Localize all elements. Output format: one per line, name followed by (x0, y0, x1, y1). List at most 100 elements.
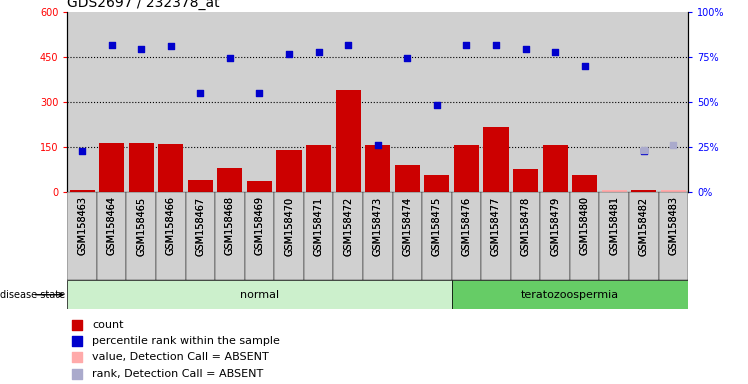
Text: GSM158467: GSM158467 (195, 197, 206, 255)
Bar (365, 146, 390, 192)
Point (402, 55, 414, 61)
Bar (363, 12, 393, 192)
Bar (540, 12, 570, 192)
Text: count: count (92, 319, 123, 330)
Text: GSM158464: GSM158464 (107, 197, 117, 255)
Text: GSM158474: GSM158474 (402, 197, 412, 255)
Text: GSM158465: GSM158465 (136, 197, 146, 255)
Bar (601, 190, 627, 192)
FancyBboxPatch shape (422, 192, 452, 280)
Point (490, 41, 502, 48)
FancyBboxPatch shape (275, 192, 304, 280)
Text: GSM158477: GSM158477 (491, 197, 501, 256)
Text: value, Detection Call = ABSENT: value, Detection Call = ABSENT (92, 352, 269, 362)
Bar (67, 12, 97, 192)
FancyBboxPatch shape (334, 192, 363, 280)
Point (549, 49, 561, 55)
Text: GSM158468: GSM158468 (225, 197, 235, 255)
Bar (631, 190, 657, 192)
Bar (156, 12, 186, 192)
Bar (629, 12, 658, 192)
Bar (306, 146, 331, 192)
Text: GSM158483: GSM158483 (669, 197, 678, 255)
Text: percentile rank within the sample: percentile rank within the sample (92, 336, 280, 346)
Text: GSM158483: GSM158483 (669, 197, 678, 255)
Bar (215, 12, 245, 192)
Text: GSM158468: GSM158468 (225, 197, 235, 255)
FancyBboxPatch shape (186, 192, 215, 280)
Point (313, 49, 325, 55)
Point (431, 102, 443, 108)
Bar (601, 190, 627, 192)
FancyBboxPatch shape (511, 192, 540, 280)
Text: GSM158472: GSM158472 (343, 197, 353, 256)
Text: GSM158472: GSM158472 (343, 197, 353, 256)
FancyBboxPatch shape (97, 192, 126, 280)
Point (135, 46, 147, 52)
Point (342, 41, 354, 48)
FancyBboxPatch shape (452, 192, 481, 280)
Text: GSM158471: GSM158471 (313, 197, 324, 255)
Bar (395, 165, 420, 192)
Point (372, 142, 384, 149)
Bar (481, 12, 511, 192)
Bar (245, 12, 275, 192)
Text: GSM158475: GSM158475 (432, 197, 442, 256)
Bar (660, 190, 686, 192)
Point (70, 354, 82, 360)
Text: GSM158466: GSM158466 (166, 197, 176, 255)
Text: GSM158476: GSM158476 (462, 197, 471, 255)
Bar (126, 12, 156, 192)
Point (520, 46, 532, 52)
Text: GSM158463: GSM158463 (77, 197, 87, 255)
FancyBboxPatch shape (481, 192, 511, 280)
Bar (572, 175, 597, 192)
Text: GSM158478: GSM158478 (521, 197, 530, 255)
Text: GSM158480: GSM158480 (580, 197, 589, 255)
Bar (599, 12, 629, 192)
Bar (660, 190, 686, 192)
Point (224, 55, 236, 61)
FancyBboxPatch shape (67, 280, 452, 309)
Point (254, 90, 266, 96)
Text: GSM158473: GSM158473 (373, 197, 383, 255)
Text: GSM158469: GSM158469 (254, 197, 265, 255)
Bar (186, 12, 215, 192)
FancyBboxPatch shape (629, 192, 658, 280)
Text: GSM158479: GSM158479 (550, 197, 560, 255)
Point (76, 148, 88, 154)
FancyBboxPatch shape (570, 192, 599, 280)
Point (283, 51, 295, 57)
Bar (454, 146, 479, 192)
Bar (97, 12, 126, 192)
Text: GSM158470: GSM158470 (284, 197, 294, 255)
Bar (188, 180, 213, 192)
Text: GSM158469: GSM158469 (254, 197, 265, 255)
Bar (424, 175, 450, 192)
Text: GSM158480: GSM158480 (580, 197, 589, 255)
FancyBboxPatch shape (599, 192, 629, 280)
Text: GSM158481: GSM158481 (610, 197, 619, 255)
Bar (334, 12, 363, 192)
Bar (513, 169, 538, 192)
FancyBboxPatch shape (126, 192, 156, 280)
FancyBboxPatch shape (452, 280, 688, 309)
Bar (483, 127, 509, 192)
Bar (336, 90, 361, 192)
Text: GSM158478: GSM158478 (521, 197, 530, 255)
Bar (70, 190, 95, 192)
Bar (393, 12, 422, 192)
FancyBboxPatch shape (304, 192, 334, 280)
Text: GSM158475: GSM158475 (432, 197, 442, 256)
Bar (277, 150, 301, 192)
Point (165, 43, 177, 49)
Text: GDS2697 / 232378_at: GDS2697 / 232378_at (67, 0, 220, 10)
Bar (452, 12, 481, 192)
FancyBboxPatch shape (67, 192, 97, 280)
Text: GSM158482: GSM158482 (639, 197, 649, 255)
Text: disease state: disease state (0, 290, 65, 300)
Point (194, 90, 206, 96)
Point (461, 41, 473, 48)
Text: GSM158473: GSM158473 (373, 197, 383, 255)
Text: rank, Detection Call = ABSENT: rank, Detection Call = ABSENT (92, 369, 263, 379)
